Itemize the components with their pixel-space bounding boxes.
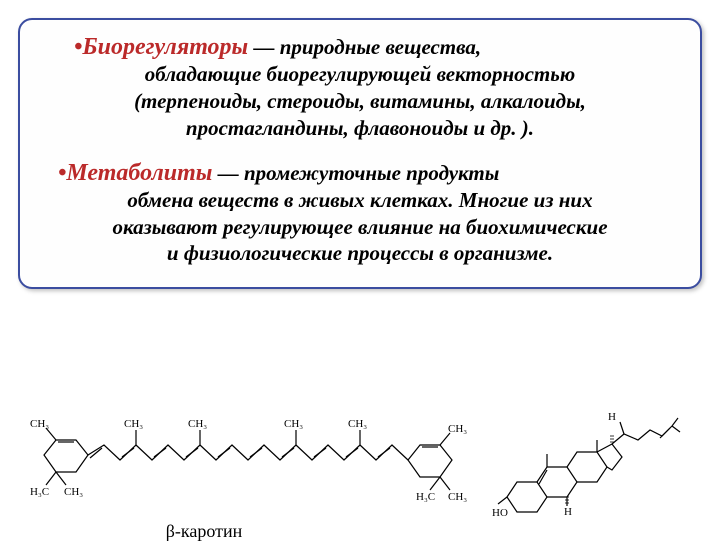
bioregulators-desc-2: (терпеноиды, стероиды, витамины, алкалои…: [38, 88, 682, 115]
term-bioregulators: Биорегуляторы: [82, 34, 248, 60]
svg-text:H₃C: H₃C: [416, 491, 435, 503]
definition-box: •Биорегуляторы — природные вещества, обл…: [18, 18, 702, 289]
svg-text:CH₃: CH₃: [348, 418, 367, 430]
svg-text:H₃C: H₃C: [30, 486, 49, 498]
carotene-label: β-каротин: [0, 521, 474, 542]
beta-carotene-structure: CH₃ H₃CCH₃ CH₃ CH₃ CH₃ CH₃ CH₃ H₃CCH₃ β-…: [24, 400, 474, 542]
svg-text:CH₃: CH₃: [188, 418, 207, 430]
metabolites-desc-3: и физиологические процессы в организме.: [38, 240, 682, 267]
svg-text:CH₃: CH₃: [64, 486, 83, 498]
svg-text:H: H: [608, 411, 616, 423]
metabolites-dash-text: — промежуточные продукты: [212, 161, 499, 185]
svg-text:H: H: [564, 506, 572, 518]
svg-text:HO: HO: [492, 507, 508, 519]
svg-text:CH₃: CH₃: [124, 418, 143, 430]
metabolites-desc-1: обмена веществ в живых клетках. Многие и…: [38, 187, 682, 214]
carotene-svg: CH₃ H₃C CH₃ CH₃ CH₃ CH₃ CH₃ CH₃ H₃C CH₃: [24, 400, 474, 515]
term-metabolites: Метаболиты: [66, 160, 212, 186]
sterol-structure: HO H H: [492, 402, 682, 542]
svg-text:CH₃: CH₃: [448, 491, 467, 503]
bioregulators-desc-3: простагландины, флавоноиды и др. ).: [38, 115, 682, 142]
bioregulators-headline: •Биорегуляторы — природные вещества,: [38, 34, 682, 61]
bioregulators-dash-text: — природные вещества,: [248, 35, 481, 59]
svg-text:CH₃: CH₃: [284, 418, 303, 430]
svg-text:CH₃: CH₃: [448, 423, 467, 435]
metabolites-headline: •Метаболиты — промежуточные продукты: [38, 160, 682, 187]
metabolites-desc-2: оказывают регулирующее влияние на биохим…: [38, 214, 682, 241]
sterol-svg: HO H H: [492, 402, 682, 542]
bioregulators-block: •Биорегуляторы — природные вещества, обл…: [38, 34, 682, 142]
bioregulators-desc-1: обладающие биорегулирующей векторностью: [38, 61, 682, 88]
svg-text:CH₃: CH₃: [30, 418, 49, 430]
metabolites-block: •Метаболиты — промежуточные продукты обм…: [38, 160, 682, 268]
structures-row: CH₃ H₃C CH₃ CH₃ CH₃ CH₃ CH₃ CH₃ H₃C CH₃ β-…: [0, 387, 720, 542]
